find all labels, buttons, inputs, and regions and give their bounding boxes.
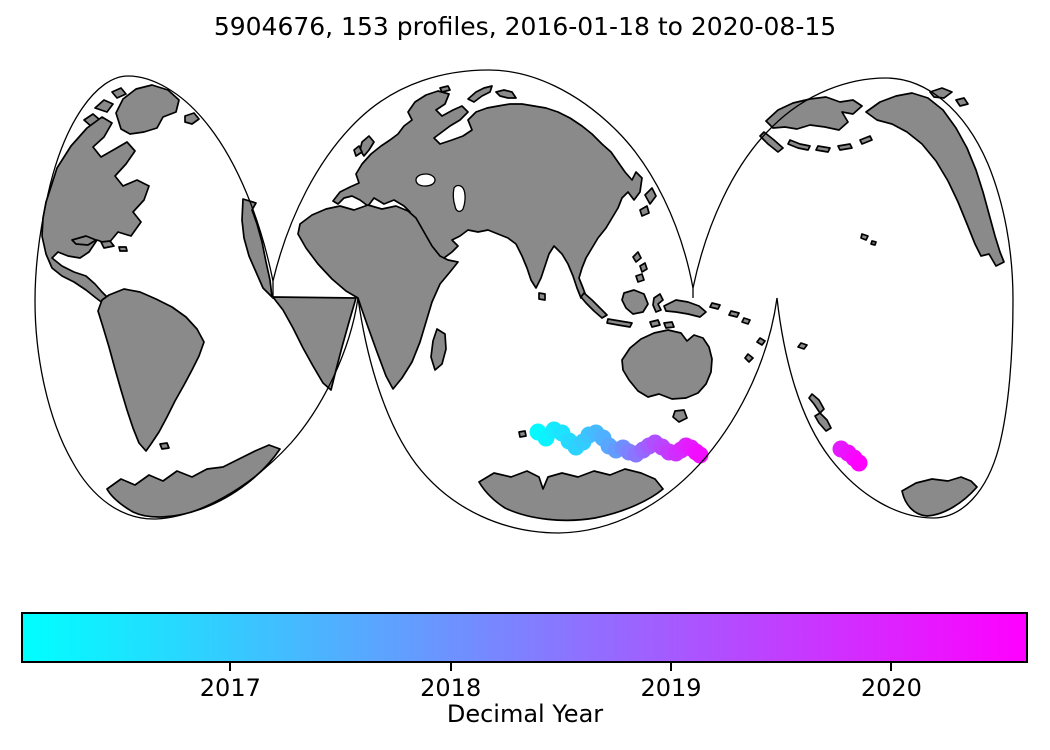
figure-title: 5904676, 153 profiles, 2016-01-18 to 202… bbox=[213, 12, 837, 41]
continent-hawaii bbox=[860, 233, 877, 246]
continent-west-africa-sliver bbox=[241, 198, 273, 298]
map-lobe-fills bbox=[35, 70, 1013, 533]
continent-antarctica-east bbox=[901, 476, 978, 517]
continent-cuba bbox=[71, 235, 97, 246]
continent-timor bbox=[649, 319, 675, 329]
lobe-afroeurasia-north-outline bbox=[272, 69, 694, 289]
continent-africa-sliver-south bbox=[272, 296, 357, 391]
continent-arctic-islets-pacific bbox=[929, 87, 969, 107]
lobe-pacific-fill bbox=[693, 78, 1013, 518]
continent-java bbox=[606, 318, 633, 328]
continent-tasmania bbox=[672, 409, 688, 423]
continent-ireland bbox=[353, 145, 363, 157]
lobe-americas-outline bbox=[34, 75, 359, 520]
continent-madagascar bbox=[430, 328, 447, 371]
continent-kamchatka bbox=[759, 131, 784, 153]
continent-sri-lanka bbox=[538, 292, 546, 301]
continent-japan bbox=[644, 187, 657, 205]
continent-antarctica-west bbox=[106, 444, 281, 518]
caspian-sea bbox=[452, 184, 466, 213]
continent-eurasia bbox=[332, 90, 643, 299]
continent-greenland bbox=[115, 84, 180, 135]
continent-falklands bbox=[159, 442, 170, 450]
continent-new-zealand bbox=[808, 393, 832, 432]
continent-novaya-zemlya bbox=[467, 85, 493, 103]
continent-arctic-island-3 bbox=[111, 87, 127, 99]
lobe-pacific-outline bbox=[692, 77, 1014, 519]
continent-svalbard bbox=[439, 85, 451, 93]
colorbar-axis-label: Decimal Year bbox=[446, 700, 604, 728]
profile-marker bbox=[691, 446, 709, 464]
continent-sulawesi bbox=[652, 293, 664, 313]
colorbar bbox=[21, 612, 1028, 663]
continent-melanesia-islets bbox=[709, 302, 808, 363]
map-lobe-outlines bbox=[34, 69, 1014, 534]
continent-antilles bbox=[118, 246, 128, 252]
continent-philippines bbox=[632, 251, 648, 283]
continent-alaska-north-america bbox=[865, 92, 1005, 267]
continent-arctic-island-1 bbox=[94, 99, 114, 113]
continent-iceland bbox=[184, 112, 200, 125]
profile-marker bbox=[850, 454, 868, 472]
continents bbox=[41, 84, 1005, 522]
continent-new-guinea bbox=[663, 299, 707, 318]
continent-hispaniola bbox=[100, 240, 115, 249]
continent-antarctica-central bbox=[478, 468, 664, 522]
continent-africa bbox=[297, 204, 459, 390]
continent-japan-south bbox=[639, 205, 650, 217]
continent-aleutians bbox=[787, 135, 873, 153]
continent-sumatra bbox=[580, 292, 608, 319]
black-sea bbox=[415, 173, 436, 187]
continent-borneo bbox=[621, 289, 649, 315]
trajectory-layer bbox=[529, 421, 868, 472]
continent-south-america bbox=[97, 288, 205, 452]
continent-novaya-zemlya-2 bbox=[495, 89, 517, 99]
continent-australia bbox=[621, 329, 713, 400]
continent-heard-island bbox=[518, 430, 527, 438]
lobe-afroeurasia-south-outline bbox=[357, 297, 778, 534]
